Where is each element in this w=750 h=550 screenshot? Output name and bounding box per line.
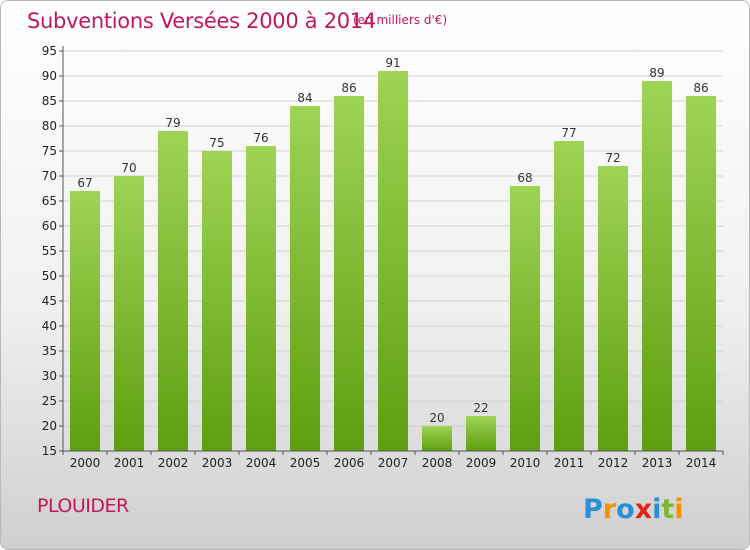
bar-2006 — [334, 96, 364, 451]
data-label: 77 — [561, 126, 576, 140]
y-tick-label: 95 — [42, 44, 57, 58]
y-tick-label: 85 — [42, 94, 57, 108]
y-tick-label: 25 — [42, 394, 57, 408]
data-label: 72 — [605, 151, 620, 165]
x-tick-label: 2001 — [114, 456, 145, 470]
bar-2000 — [70, 191, 100, 451]
bar-2012 — [598, 166, 628, 451]
axes: 15 20 25 30 35 40 45 50 55 60 65 70 75 80 85 90 95 2000 20… — [42, 44, 724, 470]
data-label: 75 — [209, 136, 224, 150]
bar-2001 — [114, 176, 144, 451]
y-tick-label: 55 — [42, 244, 57, 258]
svg-text:Proxiti: Proxiti — [583, 494, 684, 525]
y-tick-label: 65 — [42, 194, 57, 208]
bar-2011 — [554, 141, 584, 451]
y-tick-label: 15 — [42, 444, 57, 458]
x-tick-label: 2012 — [598, 456, 629, 470]
x-tick-label: 2010 — [510, 456, 541, 470]
y-tick-label: 75 — [42, 144, 57, 158]
x-tick-label: 2008 — [422, 456, 453, 470]
y-tick-label: 80 — [42, 119, 57, 133]
x-tick-label: 2011 — [554, 456, 585, 470]
x-tick-label: 2000 — [70, 456, 101, 470]
x-tick-label: 2005 — [290, 456, 321, 470]
data-label: 70 — [121, 161, 136, 175]
data-label: 68 — [517, 171, 532, 185]
data-label: 86 — [341, 81, 356, 95]
bars — [70, 71, 716, 451]
y-tick-label: 30 — [42, 369, 57, 383]
bar-2009 — [466, 416, 496, 451]
y-tick-label: 50 — [42, 269, 57, 283]
chart-subtitle: (en milliers d'€) — [353, 13, 448, 27]
y-tick-label: 60 — [42, 219, 57, 233]
y-tick-label: 45 — [42, 294, 57, 308]
chart-title: Subventions Versées 2000 à 2014 — [27, 9, 376, 33]
bar-2008 — [422, 426, 452, 451]
data-label: 76 — [253, 131, 268, 145]
bar-2004 — [246, 146, 276, 451]
x-tick-label: 2007 — [378, 456, 409, 470]
bar-2002 — [158, 131, 188, 451]
data-labels: 67 70 79 75 76 84 86 91 20 22 68 77 72 89 86 — [77, 56, 708, 425]
data-label: 89 — [649, 66, 664, 80]
x-tick-label: 2003 — [202, 456, 233, 470]
x-tick-label: 2002 — [158, 456, 189, 470]
data-label: 22 — [473, 401, 488, 415]
data-label: 86 — [693, 81, 708, 95]
data-label: 91 — [385, 56, 400, 70]
x-tick-label: 2009 — [466, 456, 497, 470]
data-label: 20 — [429, 411, 444, 425]
x-tick-label: 2014 — [686, 456, 717, 470]
data-label: 67 — [77, 176, 92, 190]
y-tick-label: 35 — [42, 344, 57, 358]
y-tick-label: 20 — [42, 419, 57, 433]
y-tick-label: 90 — [42, 69, 57, 83]
y-tick-label: 70 — [42, 169, 57, 183]
proxiti-logo: Proxiti — [583, 494, 684, 525]
x-tick-label: 2004 — [246, 456, 277, 470]
commune-name: PLOUIDER — [37, 495, 129, 517]
y-tick-label: 40 — [42, 319, 57, 333]
bar-2010 — [510, 186, 540, 451]
bar-2007 — [378, 71, 408, 451]
x-tick-label: 2006 — [334, 456, 365, 470]
bar-2005 — [290, 106, 320, 451]
data-label: 79 — [165, 116, 180, 130]
bar-2014 — [686, 96, 716, 451]
bar-2013 — [642, 81, 672, 451]
data-label: 84 — [297, 91, 312, 105]
bar-2003 — [202, 151, 232, 451]
x-tick-label: 2013 — [642, 456, 673, 470]
